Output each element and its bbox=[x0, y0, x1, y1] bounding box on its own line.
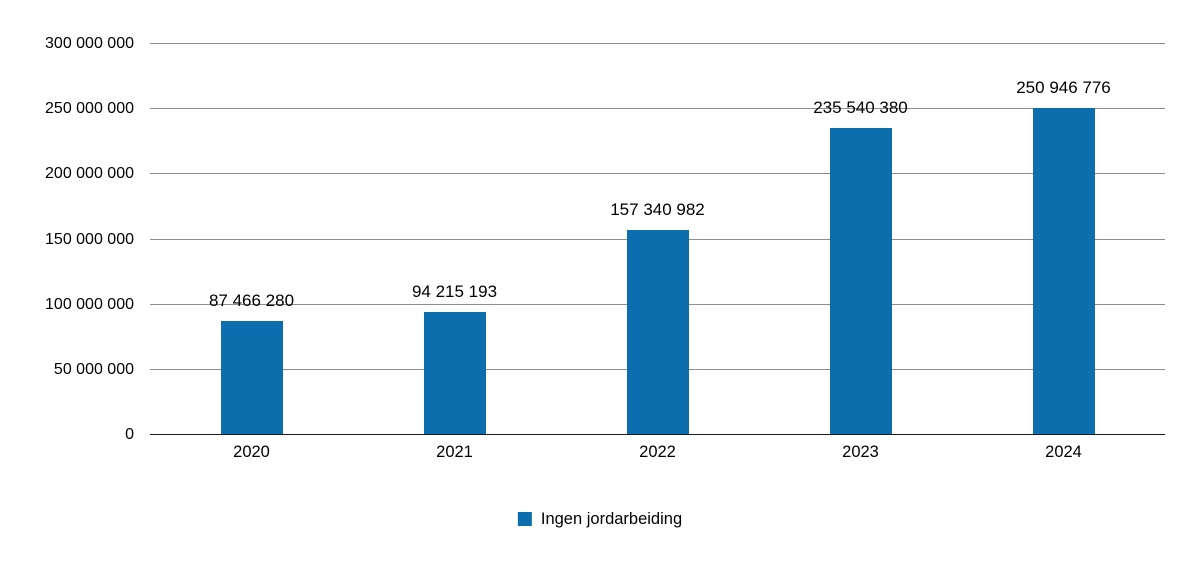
y-tick-label: 0 bbox=[125, 426, 134, 443]
bar-slot: 235 540 380 bbox=[813, 44, 908, 435]
x-tick-label: 2021 bbox=[436, 443, 473, 461]
bar-slot: 250 946 776 bbox=[1016, 44, 1111, 435]
gridline bbox=[150, 43, 1165, 44]
bar-value-label: 87 466 280 bbox=[208, 291, 295, 311]
bar-value-label: 250 946 776 bbox=[1016, 77, 1111, 97]
bar-value-label: 157 340 982 bbox=[610, 199, 705, 219]
y-tick-label: 100 000 000 bbox=[45, 295, 134, 313]
legend-swatch-icon bbox=[517, 512, 532, 527]
gridline bbox=[150, 108, 1165, 110]
bar-2024 bbox=[1032, 107, 1095, 435]
bar-slot: 94 215 193 bbox=[412, 44, 497, 435]
gridline bbox=[150, 173, 1165, 175]
bar-2020 bbox=[220, 321, 283, 435]
x-tick-label: 2023 bbox=[842, 443, 879, 461]
y-axis: 0 50 000 000 100 000 000 150 000 000 200 000… bbox=[0, 36, 140, 443]
bar-value-label: 94 215 193 bbox=[411, 282, 498, 302]
bar-slot: 157 340 982 bbox=[610, 44, 705, 435]
bar-2022 bbox=[626, 229, 689, 435]
legend-label: Ingen jordarbeiding bbox=[540, 510, 683, 528]
x-axis: 2020 2021 2022 2023 2024 bbox=[150, 444, 1165, 468]
y-tick-label: 200 000 000 bbox=[45, 165, 134, 183]
y-tick-label: 150 000 000 bbox=[45, 230, 134, 248]
x-tick-label: 2020 bbox=[233, 443, 270, 461]
y-tick-label: 250 000 000 bbox=[45, 100, 134, 118]
bar-value-label: 235 540 380 bbox=[813, 98, 908, 118]
legend: Ingen jordarbeiding bbox=[517, 510, 683, 528]
bar-slot: 87 466 280 bbox=[209, 44, 294, 435]
x-axis-line bbox=[150, 434, 1165, 435]
plot-area: 87 466 280 94 215 193 157 340 982 235 540 3… bbox=[150, 43, 1165, 435]
x-tick-label: 2024 bbox=[1045, 443, 1082, 461]
x-tick-label: 2022 bbox=[639, 443, 676, 461]
bar-2023 bbox=[829, 128, 892, 435]
bar-2021 bbox=[423, 312, 486, 435]
y-tick-label: 300 000 000 bbox=[45, 35, 134, 52]
y-tick-label: 50 000 000 bbox=[53, 360, 134, 378]
